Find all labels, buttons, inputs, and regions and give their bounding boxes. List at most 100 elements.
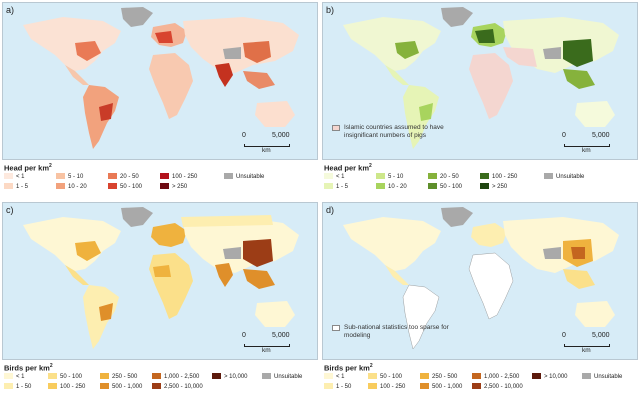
world-map [343, 207, 619, 350]
europe [151, 223, 187, 247]
us-east [75, 41, 101, 61]
legend-label: 2,500 - 10,000 [164, 384, 203, 390]
legend-label: 100 - 250 [60, 384, 86, 390]
legend-swatch [108, 183, 117, 190]
scale-zero: 0 [242, 132, 246, 139]
legend-swatch [152, 383, 161, 390]
legend-item: < 1 [4, 373, 25, 382]
asia [183, 17, 299, 73]
legend-label: 1 - 5 [16, 184, 29, 190]
legend-swatch [100, 383, 109, 390]
legend-swatch [108, 173, 117, 180]
panel-letter: d) [326, 205, 335, 215]
north-america [23, 217, 121, 271]
legend-label: 5 - 10 [68, 174, 84, 180]
legend-label: 10 - 20 [388, 184, 407, 190]
central-america [65, 65, 89, 85]
note-swatch [332, 325, 340, 331]
legend-swatch [582, 373, 591, 380]
tibet [223, 47, 241, 59]
legend-swatch [100, 373, 109, 380]
scale-zero: 0 [562, 132, 566, 139]
legend-item: 100 - 250 [480, 173, 517, 182]
scale-unit: km [262, 347, 271, 354]
scale-line [244, 344, 290, 347]
panel-letter: a) [6, 5, 15, 15]
se-asia [563, 69, 595, 89]
legend-label: Unsuitable [274, 374, 303, 380]
legend-label: 100 - 250 [380, 384, 406, 390]
scale-line [244, 144, 290, 147]
se-asia [243, 269, 275, 289]
legend-label: Unsuitable [556, 174, 585, 180]
greenland [441, 7, 473, 27]
legend-label: 50 - 100 [60, 374, 83, 380]
legend-label: < 1 [16, 174, 25, 180]
legend-label: Unsuitable [594, 374, 623, 380]
brazil-south [99, 103, 113, 121]
se-asia [243, 71, 275, 89]
legend-item: > 10,000 [212, 373, 248, 382]
legend-label: 250 - 500 [432, 374, 458, 380]
china-core [571, 247, 585, 259]
legend-item: 1 - 50 [4, 383, 31, 392]
world-map [23, 7, 299, 149]
scale-unit: km [582, 347, 591, 354]
note-swatch [332, 125, 340, 131]
map-frame [322, 202, 638, 360]
legend-swatch [472, 373, 481, 380]
legend-swatch [420, 373, 429, 380]
legend-label: 20 - 50 [440, 174, 459, 180]
legend-swatch [480, 173, 489, 180]
legend-item: 20 - 50 [108, 173, 139, 182]
legend-item: > 10,000 [532, 373, 568, 382]
legend-item: 500 - 1,000 [100, 383, 142, 392]
legend-label: 50 - 100 [120, 184, 143, 190]
us-midwest [395, 41, 419, 59]
note-text: Islamic countries assumed to have insign… [344, 124, 444, 139]
africa [149, 253, 193, 319]
central-america [65, 265, 89, 285]
scale-zero: 0 [242, 332, 246, 339]
se-asia [563, 269, 595, 289]
australia [575, 301, 615, 327]
legend-swatch [544, 173, 553, 180]
legend-label: 1 - 50 [336, 384, 352, 390]
continents [343, 7, 619, 149]
russia-band [181, 215, 273, 227]
legend: < 1 1 - 50 50 - 100 100 - 250 250 - 500 500 -… [324, 373, 636, 397]
scale-max: 5,000 [592, 132, 610, 139]
legend-label: > 250 [172, 184, 188, 190]
legend-label: 20 - 50 [120, 174, 139, 180]
map-frame [2, 2, 318, 160]
legend-swatch [472, 383, 481, 390]
legend-swatch [324, 383, 333, 390]
legend-swatch [324, 173, 333, 180]
central-america [385, 265, 409, 285]
legend-label: 50 - 100 [380, 374, 403, 380]
scale-unit: km [262, 147, 271, 154]
legend-item: 10 - 20 [56, 183, 87, 192]
legend-swatch [4, 173, 13, 180]
legend-item: < 1 [4, 173, 25, 182]
legend-swatch [376, 183, 385, 190]
australia [255, 101, 295, 127]
legend-item: 1 - 5 [324, 183, 348, 192]
north-america [23, 17, 121, 71]
world-map [343, 7, 619, 149]
legend-item: > 250 [160, 183, 187, 192]
legend-swatch [152, 373, 161, 380]
scale-zero: 0 [562, 332, 566, 339]
legend-item: 20 - 50 [428, 173, 459, 182]
scale-bar: 0 5,000 km [242, 332, 294, 356]
scale-bar: 0 5,000 km [562, 332, 614, 356]
tibet [543, 47, 561, 59]
legend-swatch [4, 373, 13, 380]
legend-swatch [376, 173, 385, 180]
greenland [121, 7, 153, 27]
south-america [402, 284, 440, 350]
legend-item: 500 - 1,000 [420, 383, 462, 392]
legend-swatch [324, 183, 333, 190]
scale-bar: 0 5,000 km [242, 132, 294, 156]
panel-a: a) 0 5,000 km Head per km2 < 1 1 - 5 5 - 1… [2, 2, 318, 198]
